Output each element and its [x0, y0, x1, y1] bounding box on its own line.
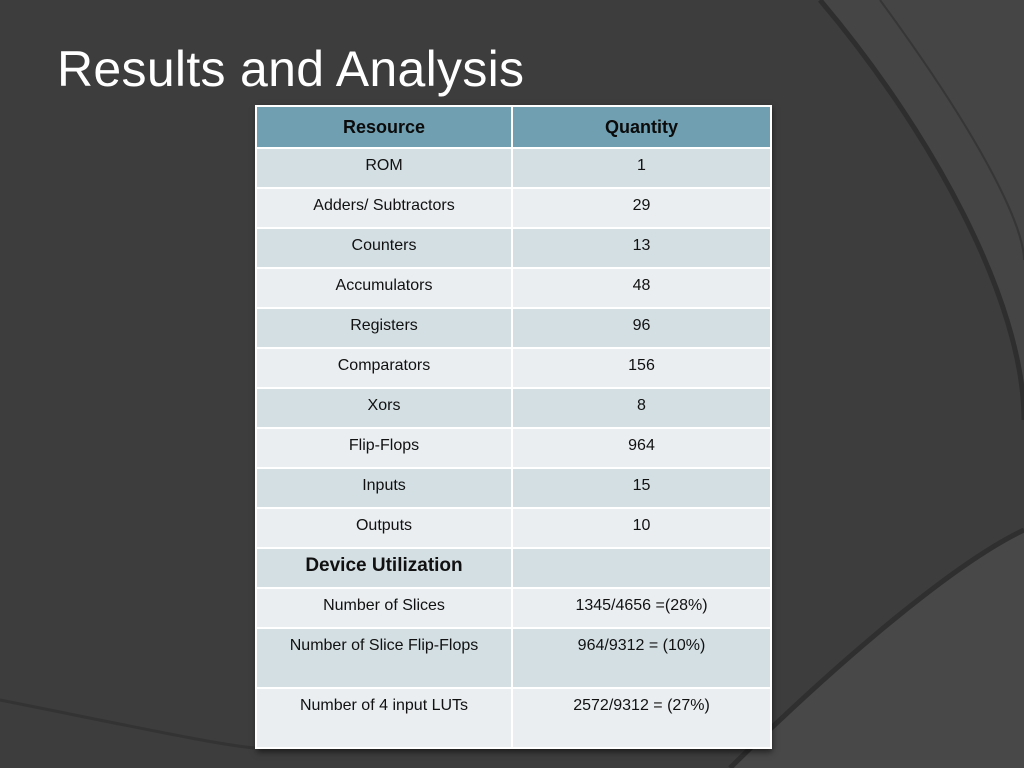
header-resource: Resource: [255, 105, 513, 149]
table-row: Number of Slice Flip-Flops 964/9312 = (1…: [255, 627, 772, 689]
table-row: Number of Slices 1345/4656 =(28%): [255, 587, 772, 629]
resource-table: Resource Quantity ROM 1 Adders/ Subtract…: [255, 105, 772, 749]
table-row: Accumulators 48: [255, 267, 772, 309]
device-utilization-row: Device Utilization: [255, 547, 772, 589]
resource-cell: Accumulators: [255, 267, 513, 309]
quantity-cell: 964/9312 = (10%): [511, 627, 772, 689]
quantity-cell: 1345/4656 =(28%): [511, 587, 772, 629]
resource-cell: Flip-Flops: [255, 427, 513, 469]
quantity-cell: 156: [511, 347, 772, 389]
section-value: [511, 547, 772, 589]
resource-cell: Registers: [255, 307, 513, 349]
resource-cell: Number of Slices: [255, 587, 513, 629]
quantity-cell: 964: [511, 427, 772, 469]
quantity-cell: 10: [511, 507, 772, 549]
table-row: Counters 13: [255, 227, 772, 269]
resource-cell: Adders/ Subtractors: [255, 187, 513, 229]
resource-cell: Outputs: [255, 507, 513, 549]
quantity-cell: 48: [511, 267, 772, 309]
table-row: Inputs 15: [255, 467, 772, 509]
table-row: Xors 8: [255, 387, 772, 429]
header-quantity: Quantity: [511, 105, 772, 149]
quantity-cell: 29: [511, 187, 772, 229]
quantity-cell: 8: [511, 387, 772, 429]
table-row: Adders/ Subtractors 29: [255, 187, 772, 229]
resource-cell: Number of 4 input LUTs: [255, 687, 513, 749]
resource-cell: Xors: [255, 387, 513, 429]
table-row: Number of 4 input LUTs 2572/9312 = (27%): [255, 687, 772, 749]
table-row: Flip-Flops 964: [255, 427, 772, 469]
table-row: ROM 1: [255, 147, 772, 189]
quantity-cell: 15: [511, 467, 772, 509]
resource-cell: Comparators: [255, 347, 513, 389]
quantity-cell: 13: [511, 227, 772, 269]
table-row: Comparators 156: [255, 347, 772, 389]
quantity-cell: 96: [511, 307, 772, 349]
resource-cell: Number of Slice Flip-Flops: [255, 627, 513, 689]
resource-cell: Inputs: [255, 467, 513, 509]
table-row: Registers 96: [255, 307, 772, 349]
slide-title: Results and Analysis: [57, 41, 525, 97]
table-header-row: Resource Quantity: [255, 105, 772, 149]
table-row: Outputs 10: [255, 507, 772, 549]
quantity-cell: 1: [511, 147, 772, 189]
section-title: Device Utilization: [255, 547, 513, 589]
resource-cell: ROM: [255, 147, 513, 189]
resource-table-container: Resource Quantity ROM 1 Adders/ Subtract…: [255, 105, 772, 749]
resource-cell: Counters: [255, 227, 513, 269]
quantity-cell: 2572/9312 = (27%): [511, 687, 772, 749]
